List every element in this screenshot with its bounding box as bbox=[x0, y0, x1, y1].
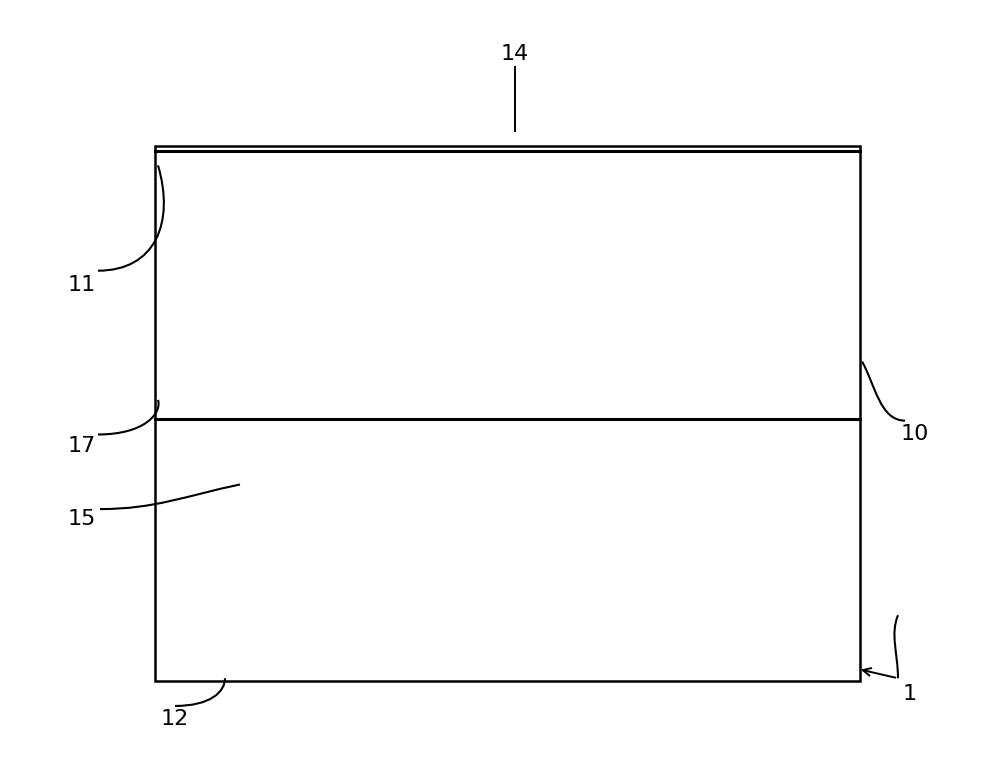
Text: 14: 14 bbox=[501, 44, 529, 64]
Text: 15: 15 bbox=[68, 509, 96, 529]
Bar bbox=[155, 146, 860, 681]
Text: 11: 11 bbox=[68, 275, 96, 295]
Text: 12: 12 bbox=[161, 709, 189, 729]
Text: 1: 1 bbox=[903, 684, 917, 704]
Text: 10: 10 bbox=[901, 424, 929, 444]
Text: 17: 17 bbox=[68, 436, 96, 456]
